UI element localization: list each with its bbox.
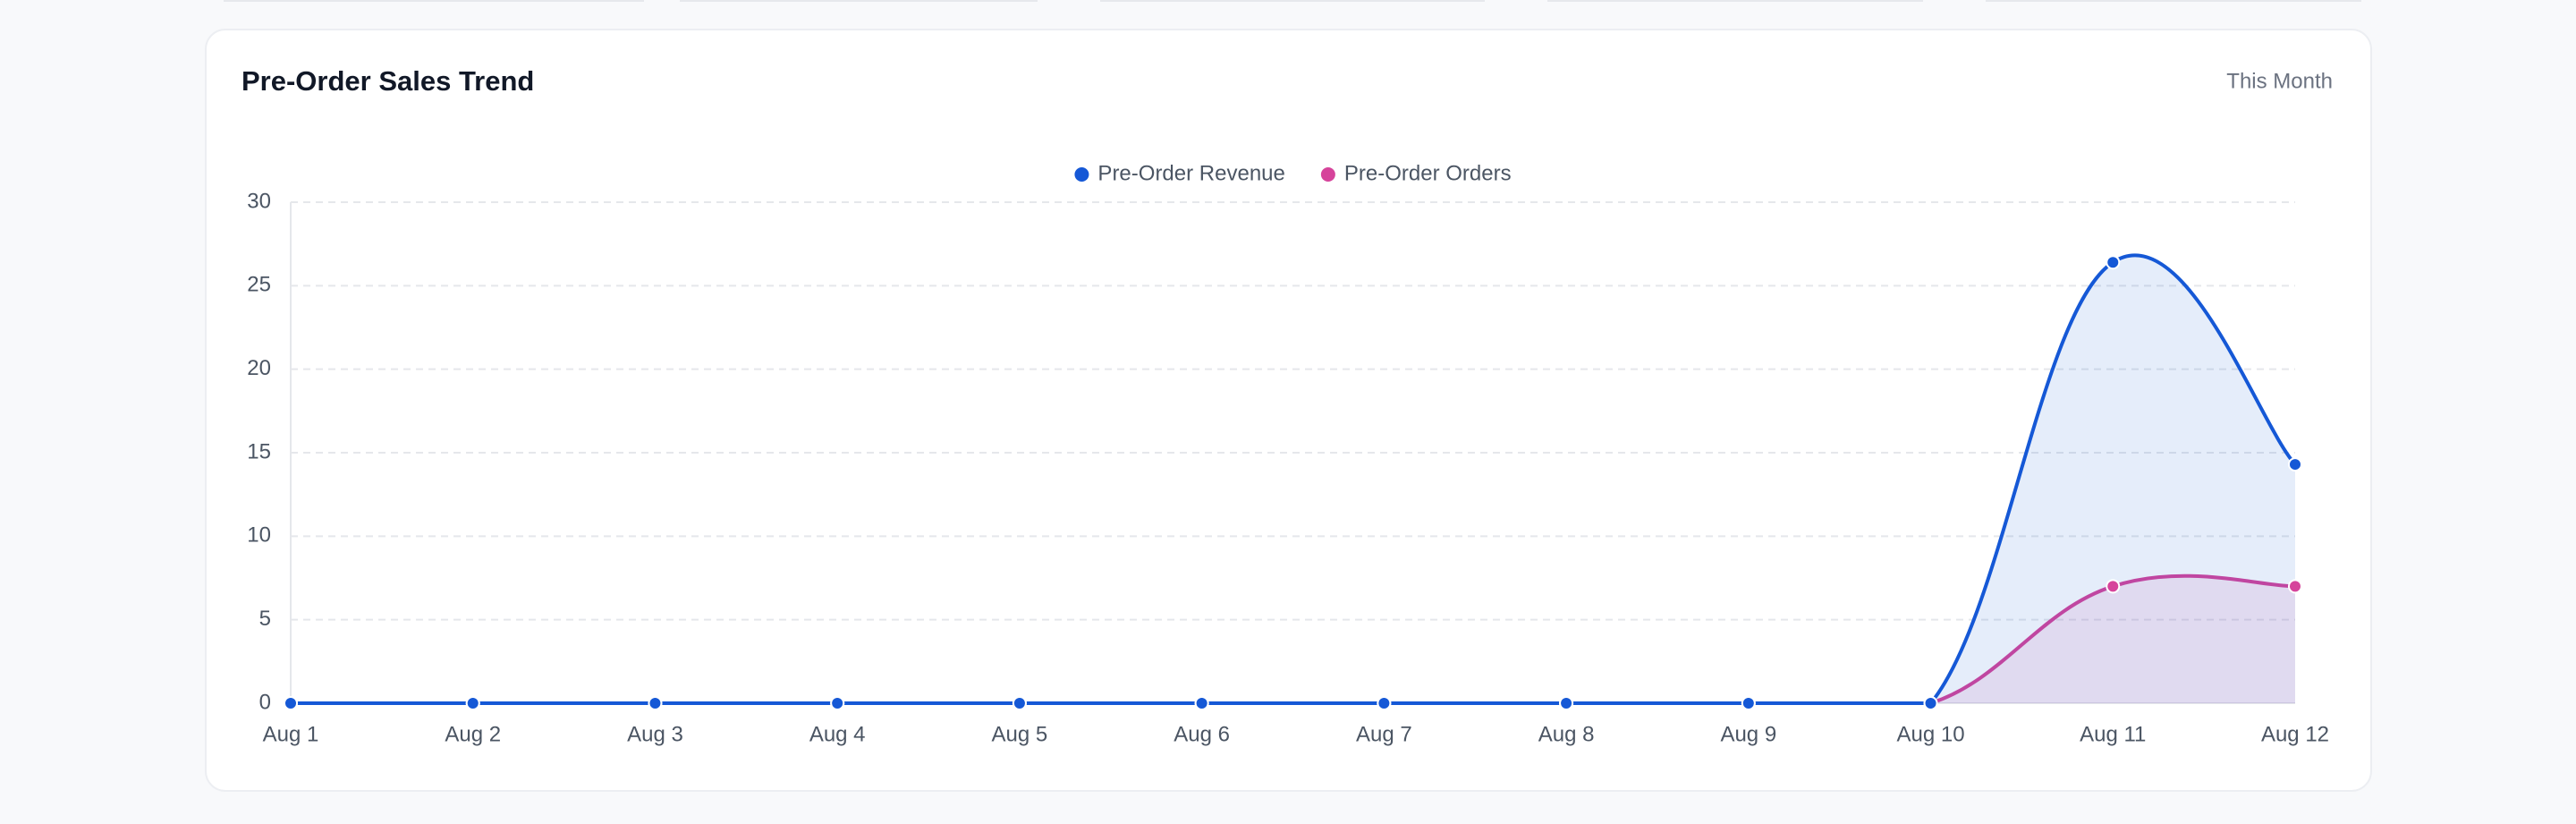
- y-tick-label: 0: [259, 690, 271, 714]
- card: [205, 29, 2372, 792]
- chart: 0 5 10 15 20 25 30 Aug 1 Aug 2 Aug 3 Aug 4 Aug 5 Aug…: [247, 161, 2329, 746]
- card-title: Pre-Order Sales Trend: [242, 65, 534, 97]
- point: [1741, 696, 1756, 710]
- x-tick-label: Aug 12: [2261, 722, 2329, 746]
- x-tick-label: Aug 7: [1356, 722, 1412, 746]
- legend-marker: [1074, 167, 1089, 182]
- y-tick-label: 15: [247, 439, 271, 463]
- x-tick-label: Aug 6: [1174, 722, 1230, 746]
- x-tick-label: Aug 2: [445, 722, 501, 746]
- x-tick-label: Aug 1: [263, 722, 319, 746]
- x-tick-label: Aug 9: [1720, 722, 1776, 746]
- point: [1923, 696, 1938, 710]
- point: [648, 696, 663, 710]
- y-tick-label: 25: [247, 273, 271, 297]
- point: [830, 696, 845, 710]
- y-tick-label: 30: [247, 189, 271, 213]
- point: [2288, 457, 2302, 472]
- x-tick-label: Aug 11: [2080, 722, 2146, 746]
- legend: Pre-Order Revenue Pre-Order Orders: [1074, 161, 1512, 185]
- point: [465, 696, 480, 710]
- point: [2106, 579, 2121, 594]
- point: [1194, 696, 1209, 710]
- y-tick-label: 5: [259, 607, 271, 631]
- point: [1012, 696, 1027, 710]
- y-tick-label: 10: [247, 523, 271, 548]
- area: [291, 255, 2295, 703]
- legend-label: Pre-Order Orders: [1344, 161, 1512, 185]
- point: [1559, 696, 1574, 710]
- point: [2288, 579, 2302, 594]
- x-tick-label: Aug 10: [1897, 722, 1965, 746]
- x-tick-label: Aug 8: [1538, 722, 1595, 746]
- point: [284, 696, 298, 710]
- legend-label: Pre-Order Revenue: [1097, 161, 1284, 185]
- point: [1377, 696, 1392, 710]
- x-tick-label: Aug 4: [809, 722, 866, 746]
- point: [2106, 255, 2121, 270]
- x-tick-label: Aug 3: [627, 722, 683, 746]
- area: [291, 575, 2295, 703]
- legend-marker: [1320, 167, 1335, 182]
- x-tick-label: Aug 5: [992, 722, 1048, 746]
- period-selector[interactable]: This Month: [2226, 69, 2333, 93]
- y-tick-label: 20: [247, 356, 271, 380]
